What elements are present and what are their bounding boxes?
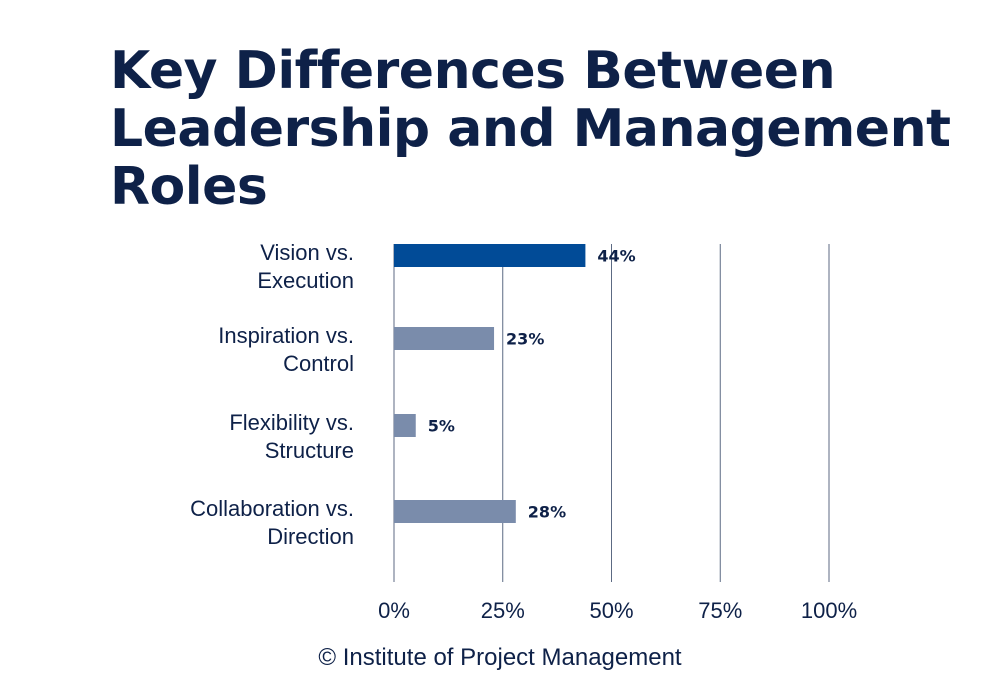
- x-tick-label: 100%: [801, 598, 857, 623]
- x-tick-label: 0%: [378, 598, 410, 623]
- data-label: 44%: [597, 247, 635, 266]
- category-label: Flexibility vs.: [229, 410, 354, 435]
- bar: [394, 414, 416, 437]
- x-tick-label: 25%: [481, 598, 525, 623]
- x-tick-label: 75%: [698, 598, 742, 623]
- bar: [394, 500, 516, 523]
- data-label: 28%: [528, 503, 566, 522]
- category-label: Collaboration vs.: [190, 496, 354, 521]
- bar: [394, 244, 586, 267]
- data-labels: 44% 23% 5% 28%: [428, 247, 636, 522]
- gridlines: [393, 244, 830, 582]
- chart-title: Key Differences Between Leadership and M…: [110, 41, 951, 217]
- data-label: 23%: [506, 330, 544, 349]
- bar: [394, 327, 495, 350]
- category-label: Inspiration vs.: [218, 323, 354, 348]
- bars: [394, 244, 586, 523]
- category-label: Direction: [267, 524, 354, 549]
- copyright-credit: © Institute of Project Management: [318, 644, 682, 671]
- data-label: 5%: [428, 417, 455, 436]
- x-tick-label: 50%: [589, 598, 633, 623]
- category-label: Structure: [265, 438, 354, 463]
- category-label: Control: [283, 351, 354, 376]
- category-label: Execution: [257, 268, 354, 293]
- category-labels: Vision vs. Execution Inspiration vs. Contro…: [190, 240, 354, 549]
- x-axis-tick-labels: 0% 25% 50% 75% 100%: [378, 598, 857, 623]
- category-label: Vision vs.: [260, 240, 354, 265]
